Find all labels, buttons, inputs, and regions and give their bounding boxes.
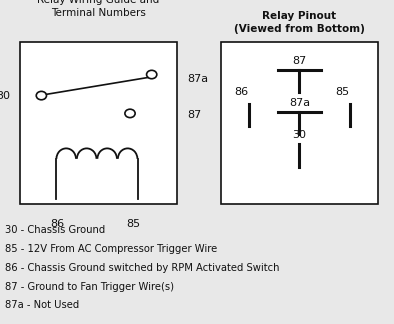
Text: 86: 86 bbox=[50, 219, 65, 229]
Bar bbox=[221, 42, 378, 204]
Text: 86 - Chassis Ground switched by RPM Activated Switch: 86 - Chassis Ground switched by RPM Acti… bbox=[5, 263, 279, 273]
Text: 87a - Not Used: 87a - Not Used bbox=[5, 300, 79, 310]
Text: 87: 87 bbox=[187, 110, 201, 120]
Text: 30: 30 bbox=[292, 130, 307, 140]
Text: Relay Wiring Guide and
Terminal Numbers: Relay Wiring Guide and Terminal Numbers bbox=[37, 0, 160, 18]
Text: 87 - Ground to Fan Trigger Wire(s): 87 - Ground to Fan Trigger Wire(s) bbox=[5, 282, 174, 292]
Text: 85: 85 bbox=[126, 219, 140, 229]
Text: 30: 30 bbox=[0, 91, 10, 100]
Text: 30 - Chassis Ground: 30 - Chassis Ground bbox=[5, 225, 105, 235]
Text: 87a: 87a bbox=[289, 98, 310, 108]
Text: 85: 85 bbox=[335, 87, 349, 97]
Text: Relay Pinout
(Viewed from Bottom): Relay Pinout (Viewed from Bottom) bbox=[234, 11, 365, 34]
Text: 87a: 87a bbox=[187, 75, 208, 84]
Text: 87: 87 bbox=[292, 56, 307, 66]
Text: 86: 86 bbox=[234, 87, 248, 97]
Bar bbox=[20, 42, 177, 204]
Text: 85 - 12V From AC Compressor Trigger Wire: 85 - 12V From AC Compressor Trigger Wire bbox=[5, 244, 217, 254]
